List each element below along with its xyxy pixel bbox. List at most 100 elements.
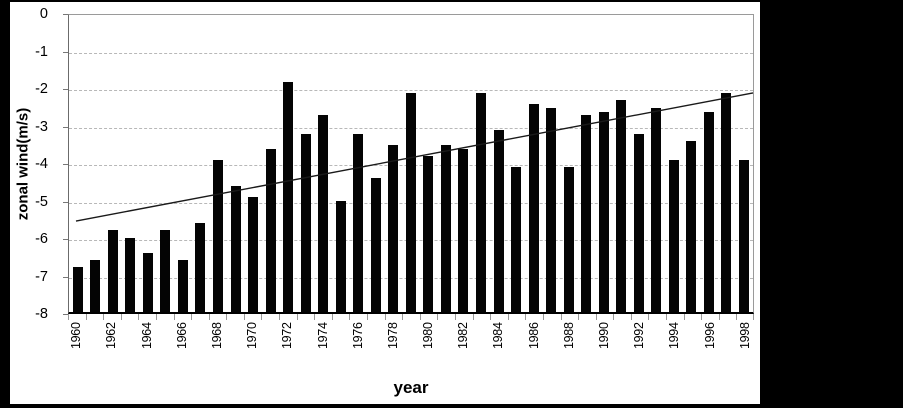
bars-container xyxy=(69,15,753,312)
bar-slot-1989 xyxy=(577,15,595,312)
bar-1982 xyxy=(458,148,469,312)
bar-1963 xyxy=(125,237,136,312)
x-axis-tick xyxy=(191,314,193,320)
x-tick-label-1992: 1992 xyxy=(632,322,647,349)
trend-line xyxy=(75,92,754,222)
y-axis-tick xyxy=(63,314,68,315)
bar-slot-1971 xyxy=(262,15,280,312)
x-tick-label-1966: 1966 xyxy=(174,322,189,349)
x-axis-tick xyxy=(384,314,386,320)
x-axis-tick xyxy=(666,314,668,320)
x-axis-tick xyxy=(331,314,333,320)
y-tick-label: -7 xyxy=(35,268,48,285)
gridline xyxy=(69,90,753,91)
x-axis-tick xyxy=(578,314,580,320)
bar-1974 xyxy=(318,115,329,312)
bar-1964 xyxy=(142,252,153,312)
x-tick-label-1962: 1962 xyxy=(104,322,119,349)
y-tick-label: -4 xyxy=(35,156,48,172)
bar-slot-1978 xyxy=(385,15,403,312)
x-axis-tick xyxy=(402,314,404,320)
bar-slot-1972 xyxy=(279,15,297,312)
x-tick-label-1972: 1972 xyxy=(280,322,295,349)
bar-slot-1961 xyxy=(87,15,105,312)
bar-slot-1994 xyxy=(665,15,683,312)
x-axis-tick xyxy=(103,314,105,320)
x-axis-tick xyxy=(279,314,281,320)
bar-1995 xyxy=(686,141,697,312)
bar-1975 xyxy=(335,200,346,312)
bar-1979 xyxy=(405,92,416,312)
bar-1978 xyxy=(388,144,399,312)
x-tick-label-1974: 1974 xyxy=(315,322,330,349)
bar-slot-1976 xyxy=(350,15,368,312)
bar-1983 xyxy=(475,92,486,312)
bar-1981 xyxy=(440,144,451,312)
bar-1991 xyxy=(616,100,627,312)
y-tick-label: -2 xyxy=(35,81,48,97)
x-tick-label-1986: 1986 xyxy=(526,322,541,349)
bar-slot-1966 xyxy=(174,15,192,312)
x-axis-tick xyxy=(472,314,474,320)
x-tick-label-1960: 1960 xyxy=(69,322,84,349)
bar-1992 xyxy=(633,133,644,312)
bar-slot-1995 xyxy=(683,15,701,312)
bar-slot-1982 xyxy=(455,15,473,312)
x-axis-tick xyxy=(349,314,351,320)
bar-1960 xyxy=(72,267,83,312)
x-axis-tick-labels: 1960 1962 1964 1966 1968 1970 1972 1974 1976 1978… xyxy=(68,322,754,360)
x-tick-label-1964: 1964 xyxy=(139,322,154,349)
bar-slot-1979 xyxy=(402,15,420,312)
bar-slot-1997 xyxy=(718,15,736,312)
x-axis-tick xyxy=(419,314,421,320)
x-axis-tick xyxy=(85,314,87,320)
bar-slot-1988 xyxy=(560,15,578,312)
bar-slot-1963 xyxy=(122,15,140,312)
x-axis-tick xyxy=(560,314,562,320)
x-axis-tick xyxy=(155,314,157,320)
bar-1993 xyxy=(651,107,662,312)
x-axis-tick xyxy=(68,314,69,320)
bar-slot-1998 xyxy=(735,15,753,312)
bar-slot-1986 xyxy=(525,15,543,312)
bar-slot-1975 xyxy=(332,15,350,312)
y-axis-tick xyxy=(63,239,68,240)
x-tick-label-1970: 1970 xyxy=(245,322,260,349)
bar-1996 xyxy=(703,111,714,312)
bar-1962 xyxy=(107,230,118,312)
x-axis-tick xyxy=(367,314,369,320)
x-axis-tick xyxy=(507,314,509,320)
bar-1988 xyxy=(563,167,574,312)
x-axis-tick xyxy=(490,314,492,320)
x-axis-tick xyxy=(595,314,597,320)
bar-slot-1969 xyxy=(227,15,245,312)
y-tick-label: -5 xyxy=(35,193,48,210)
y-axis-tick xyxy=(63,201,68,203)
plot-area xyxy=(68,14,754,314)
y-axis-tick xyxy=(63,51,68,53)
gridline xyxy=(69,52,753,54)
bar-1968 xyxy=(213,159,223,312)
bar-slot-1984 xyxy=(490,15,508,312)
bar-1990 xyxy=(598,111,609,312)
x-axis-tick xyxy=(525,314,527,320)
x-axis-tick xyxy=(296,314,298,320)
x-tick-label-1994: 1994 xyxy=(667,322,682,349)
bar-slot-1973 xyxy=(297,15,315,312)
y-axis-tick xyxy=(63,276,68,278)
bar-slot-1964 xyxy=(139,15,157,312)
bar-slot-1980 xyxy=(420,15,438,312)
bar-1997 xyxy=(721,92,732,312)
y-tick-label: -3 xyxy=(35,118,48,135)
bar-1976 xyxy=(353,133,364,312)
x-tick-label-1982: 1982 xyxy=(456,322,471,349)
bar-1965 xyxy=(160,230,171,312)
bar-slot-1993 xyxy=(648,15,666,312)
bar-1966 xyxy=(177,260,188,312)
bar-1977 xyxy=(370,178,381,312)
x-axis-tick xyxy=(173,314,175,320)
x-tick-label-1984: 1984 xyxy=(491,322,506,349)
x-axis-tick xyxy=(226,314,228,320)
bar-slot-1960 xyxy=(69,15,87,312)
